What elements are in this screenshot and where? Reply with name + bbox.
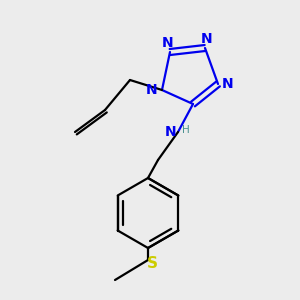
Text: N: N xyxy=(162,36,174,50)
Text: N: N xyxy=(146,83,158,97)
Text: H: H xyxy=(182,125,190,135)
Text: S: S xyxy=(146,256,158,272)
Text: N: N xyxy=(165,125,177,139)
Text: N: N xyxy=(201,32,213,46)
Text: N: N xyxy=(222,77,234,91)
